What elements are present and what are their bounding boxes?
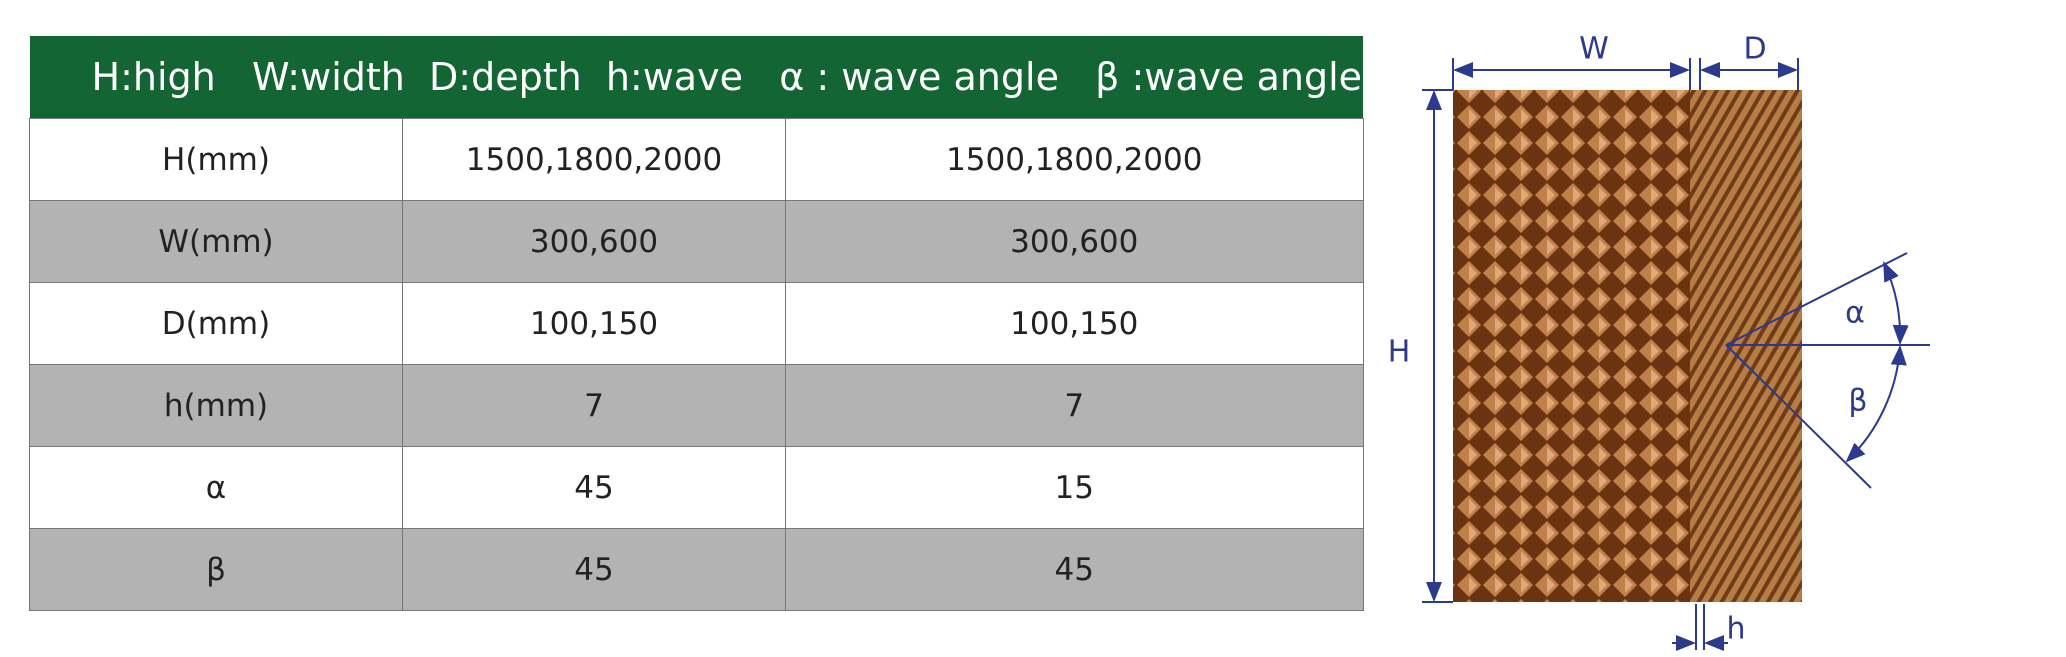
cell: 45 (402, 446, 786, 529)
cell: W(mm) (29, 200, 403, 283)
cell: h(mm) (29, 364, 403, 447)
pad-front (1453, 90, 1690, 602)
cell: 1500,1800,2000 (402, 118, 786, 201)
cell: H(mm) (29, 118, 403, 201)
table-header: H:high W:width D:depth h:wave α : wave a… (29, 36, 1364, 119)
cell: 300,600 (785, 200, 1364, 283)
cell: 45 (402, 528, 786, 611)
label-alpha: α (1845, 296, 1865, 331)
dimension-lines (1422, 58, 1930, 651)
cell: 7 (785, 364, 1364, 447)
spec-table: H:high W:width D:depth h:wave α : wave a… (29, 36, 1364, 611)
cell: 45 (785, 528, 1364, 611)
label-h-height: H (1388, 335, 1411, 370)
label-d: D (1743, 32, 1766, 67)
label-beta: β (1848, 384, 1867, 419)
cell: 15 (785, 446, 1364, 529)
cell: 300,600 (402, 200, 786, 283)
cell: D(mm) (29, 282, 403, 365)
cell: β (29, 528, 403, 611)
cell: 7 (402, 364, 786, 447)
label-h-wave: h (1726, 612, 1745, 647)
label-w: W (1579, 32, 1609, 67)
cell: 100,150 (402, 282, 786, 365)
cell: 1500,1800,2000 (785, 118, 1364, 201)
